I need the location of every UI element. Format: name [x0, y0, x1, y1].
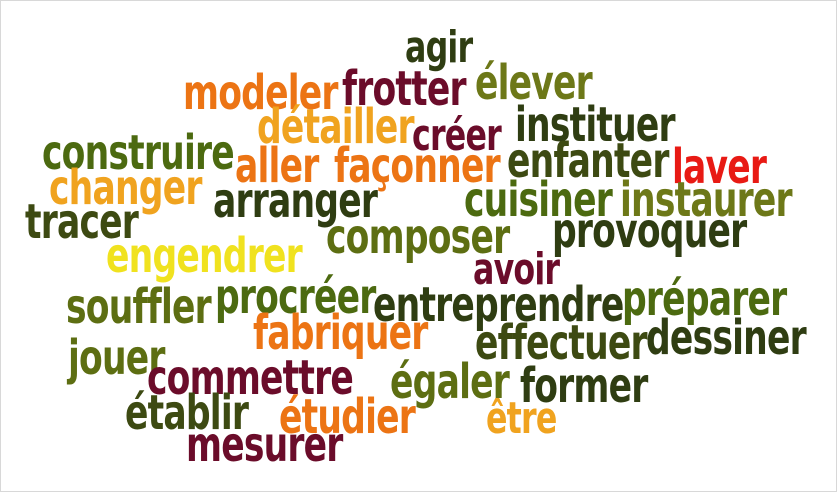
word-fabriquer: fabriquer [253, 305, 428, 361]
word-procreer: procréer [215, 269, 376, 325]
word-provoquer: provoquer [552, 203, 747, 259]
word-faconner: façonner [334, 138, 501, 194]
word-former: former [520, 358, 648, 414]
word-modeler: modeler [183, 65, 338, 121]
word-detailler: détailler [257, 99, 415, 155]
word-etablir: établir [125, 385, 249, 441]
word-mesurer: mesurer [186, 417, 343, 473]
word-tracer: tracer [25, 194, 139, 250]
word-etre: être [486, 393, 557, 444]
word-laver: laver [672, 139, 767, 195]
word-souffler: souffler [66, 279, 212, 335]
word-arranger: arranger [213, 173, 378, 229]
word-construire: construire [42, 125, 235, 181]
word-dessiner: dessiner [646, 310, 807, 366]
word-changer: changer [49, 160, 202, 216]
word-instaurer: instaurer [620, 172, 793, 228]
word-enfanter: enfanter [507, 133, 669, 189]
word-instituer: instituer [515, 97, 676, 153]
word-agir: agir [405, 22, 473, 73]
word-composer: composer [326, 209, 510, 265]
word-cuisiner: cuisiner [464, 172, 613, 228]
word-preparer: préparer [622, 271, 787, 327]
word-engendrer: engendrer [106, 228, 303, 284]
word-creer: créer [412, 110, 502, 161]
word-aller: aller [235, 138, 319, 194]
word-commettre: commettre [147, 350, 354, 406]
word-entreprendre: entreprendre [373, 277, 624, 333]
word-egaler: égaler [390, 354, 510, 410]
word-elever: élever [475, 55, 593, 111]
word-jouer: jouer [68, 330, 165, 386]
word-frotter: frotter [342, 61, 467, 117]
word-effectuer: effectuer [475, 315, 648, 371]
word-etudier: étudier [279, 389, 416, 445]
word-avoir: avoir [473, 244, 560, 295]
